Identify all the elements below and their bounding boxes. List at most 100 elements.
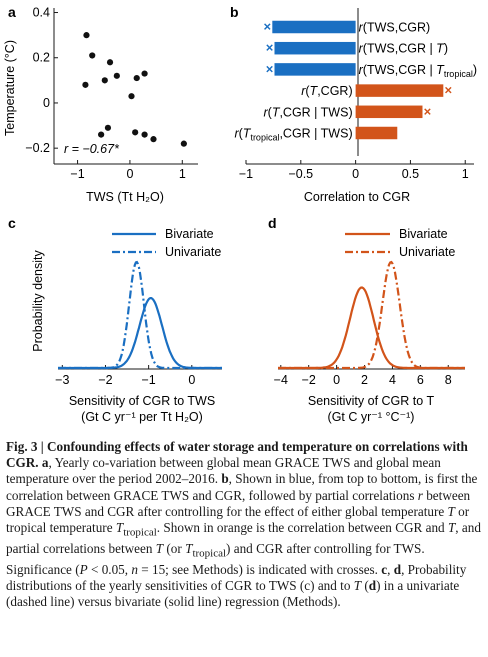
- panel-d-xtick-label: 8: [445, 373, 452, 387]
- panel-c-density: −3 −2 −1 0 Probability density Sensitivity …: [31, 227, 222, 424]
- panel-d-xtick-label: 6: [417, 373, 424, 387]
- panel-label-b: b: [230, 4, 239, 20]
- panel-a-point: [101, 77, 108, 84]
- caption-label-a: a: [41, 455, 49, 471]
- caption-text: between GRACE TWS and CGR after controll…: [6, 487, 471, 519]
- panel-d-density: −4 −2 0 2 4 6 8 Sensitivity of CGR to T (Gt C …: [274, 227, 465, 424]
- panel-d-xlabel-line2: (Gt C yr⁻¹ °C⁻¹): [328, 410, 415, 424]
- panel-b-significance-cross: ×: [266, 40, 274, 55]
- figure-caption: Fig. 3 | Confounding effects of water st…: [6, 439, 484, 610]
- caption-italic: T: [353, 577, 362, 593]
- panel-b-bar-group: × r(TWS,CGR)× r(TWS,CGR | T)× r(TWS,CGR | T…: [234, 19, 477, 143]
- panel-b-label-T: T: [243, 127, 252, 141]
- panel-a-annotation: r = −0.67*: [64, 142, 120, 156]
- panel-d-xtick-label: −4: [274, 373, 288, 387]
- panel-a-point: [106, 59, 114, 66]
- panel-a-xtick-label: −1: [70, 167, 84, 181]
- panel-b-bar: [274, 63, 356, 76]
- panel-b-label-T: T: [436, 42, 445, 56]
- panel-a-point: [89, 52, 96, 59]
- panel-b-label-T: T: [436, 63, 445, 77]
- panel-c-xtick-label: −3: [55, 373, 69, 387]
- panel-b-label-r: r: [234, 127, 239, 141]
- caption-text: ,: [387, 561, 394, 577]
- panel-b-label-part: ): [473, 63, 477, 77]
- panel-b-label-part: ,CGR): [317, 84, 352, 98]
- panel-c-xlabel-line2: (Gt C yr⁻¹ per Tt H₂O): [81, 410, 203, 424]
- caption-italic: T: [447, 520, 456, 536]
- panel-b-xtick-label: 0.5: [402, 167, 419, 181]
- caption-italic: P: [79, 561, 88, 577]
- panel-c-xtick-label: −1: [141, 373, 155, 387]
- panel-b-label-r: r: [301, 84, 306, 98]
- caption-fig-label: Fig. 3 |: [6, 439, 44, 454]
- panel-a-ytick-label: 0.4: [33, 6, 50, 20]
- panel-b-label-r: r: [263, 105, 268, 119]
- caption-italic: r: [417, 487, 423, 503]
- panel-b-bar-label: r(TWS,CGR | Ttropical): [359, 63, 477, 79]
- panel-a-ylabel: Temperature (°C): [3, 40, 17, 136]
- panel-b-label-part: (: [268, 105, 273, 119]
- panel-a-point: [180, 140, 187, 147]
- panel-b-label-r: r: [359, 63, 364, 77]
- panel-a-point: [141, 131, 148, 138]
- panel-a-point: [83, 32, 90, 39]
- panel-a-point: [133, 74, 140, 82]
- panel-d-xlabel-line1: Sensitivity of CGR to T: [308, 394, 435, 408]
- panel-b-label-T: T: [310, 84, 319, 98]
- panel-a-xlabel: TWS (Tt H₂O): [86, 190, 164, 204]
- panel-b-xlabel: Correlation to CGR: [304, 190, 410, 204]
- panel-b-bar: [272, 20, 356, 34]
- figure-canvas: a b c d −1 0 1 0.4 0.2 0 −0.2 Temperature (°C)…: [3, 4, 477, 424]
- panel-b-ticks: −1 −0.5 0 0.5 1: [239, 160, 469, 181]
- panel-d-legend: Bivariate Univariate: [345, 227, 455, 259]
- caption-text: = 15; see Methods) is indicated with cro…: [137, 561, 382, 577]
- panel-b-label-r: r: [359, 21, 364, 35]
- panel-a-points: [82, 32, 187, 147]
- panel-a-point: [132, 129, 139, 136]
- panel-a-point: [82, 81, 89, 88]
- caption-text: , Yearly co-variation between global mea…: [6, 455, 441, 487]
- panel-b-bar-label: r(T,CGR | TWS): [263, 105, 352, 119]
- panel-b-label-part: (TWS,CGR |: [363, 63, 436, 77]
- caption-text: or tropical temperature: [6, 503, 470, 536]
- panel-b-bar: [355, 84, 444, 97]
- panel-a-point: [128, 93, 135, 100]
- panel-b-bar: [274, 41, 356, 55]
- panel-b-label-r: r: [359, 42, 364, 56]
- panel-b-label-part: ): [444, 42, 448, 56]
- caption-text: . Shown in orange is the correlation bet…: [156, 520, 448, 536]
- panel-a-ytick-label: 0: [43, 96, 50, 110]
- panel-d-curve-bivariate: [278, 286, 465, 370]
- panel-c-ylabel: Probability density: [31, 250, 45, 352]
- panel-b-label-part: (TWS,CGR): [363, 21, 430, 35]
- caption-subscript: tropical: [192, 547, 227, 560]
- panel-b-label-part: ,CGR | TWS): [279, 127, 352, 141]
- panel-b-label-sub: tropical: [250, 133, 279, 143]
- panel-c-legend-bivariate: Bivariate: [165, 227, 214, 241]
- caption-label-d: d: [393, 561, 402, 577]
- panel-b-bar-label: r(TWS,CGR): [359, 21, 431, 35]
- panel-c-curves: [58, 260, 222, 370]
- panel-b-label-part: (TWS,CGR |: [363, 42, 436, 56]
- panel-b-xtick-label: 1: [462, 167, 469, 181]
- panel-b-significance-cross: ×: [445, 83, 453, 98]
- panel-b-bar: [355, 126, 398, 140]
- panel-d-xtick-label: −2: [302, 373, 316, 387]
- caption-text: (: [361, 577, 369, 593]
- panel-d-xtick-label: 2: [361, 373, 368, 387]
- panel-d-xtick-label: 0: [333, 373, 340, 387]
- panel-b-label-part: ,CGR | TWS): [279, 105, 352, 119]
- caption-italic: T: [185, 540, 193, 556]
- panel-c-xtick-label: −2: [98, 373, 112, 387]
- caption-text: , and partial correlations between: [6, 520, 481, 556]
- panel-b-xtick-label: 0: [352, 167, 359, 181]
- panel-b-bar-label: r(Ttropical,CGR | TWS): [234, 127, 352, 143]
- caption-italic: T: [155, 540, 164, 556]
- panel-d-legend-bivariate: Bivariate: [399, 227, 448, 241]
- panel-b-significance-cross: ×: [266, 61, 274, 76]
- caption-italic: n: [131, 561, 138, 577]
- panel-a-ticks: −1 0 1 0.4 0.2 0 −0.2: [25, 6, 186, 181]
- panel-b-significance-cross: ×: [264, 19, 272, 34]
- caption-label-d-ref: d: [368, 577, 377, 593]
